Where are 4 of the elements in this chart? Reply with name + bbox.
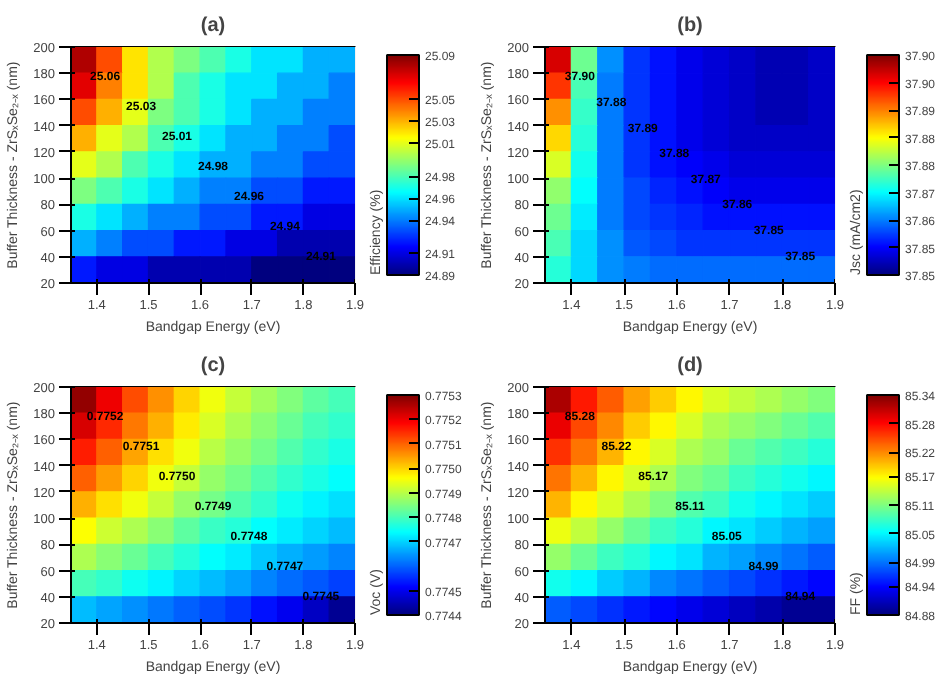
chart-title: (a): [200, 15, 226, 37]
chart-title: (c): [200, 355, 226, 377]
chart-title: (b): [677, 15, 703, 37]
chart-title: (d): [677, 355, 703, 377]
